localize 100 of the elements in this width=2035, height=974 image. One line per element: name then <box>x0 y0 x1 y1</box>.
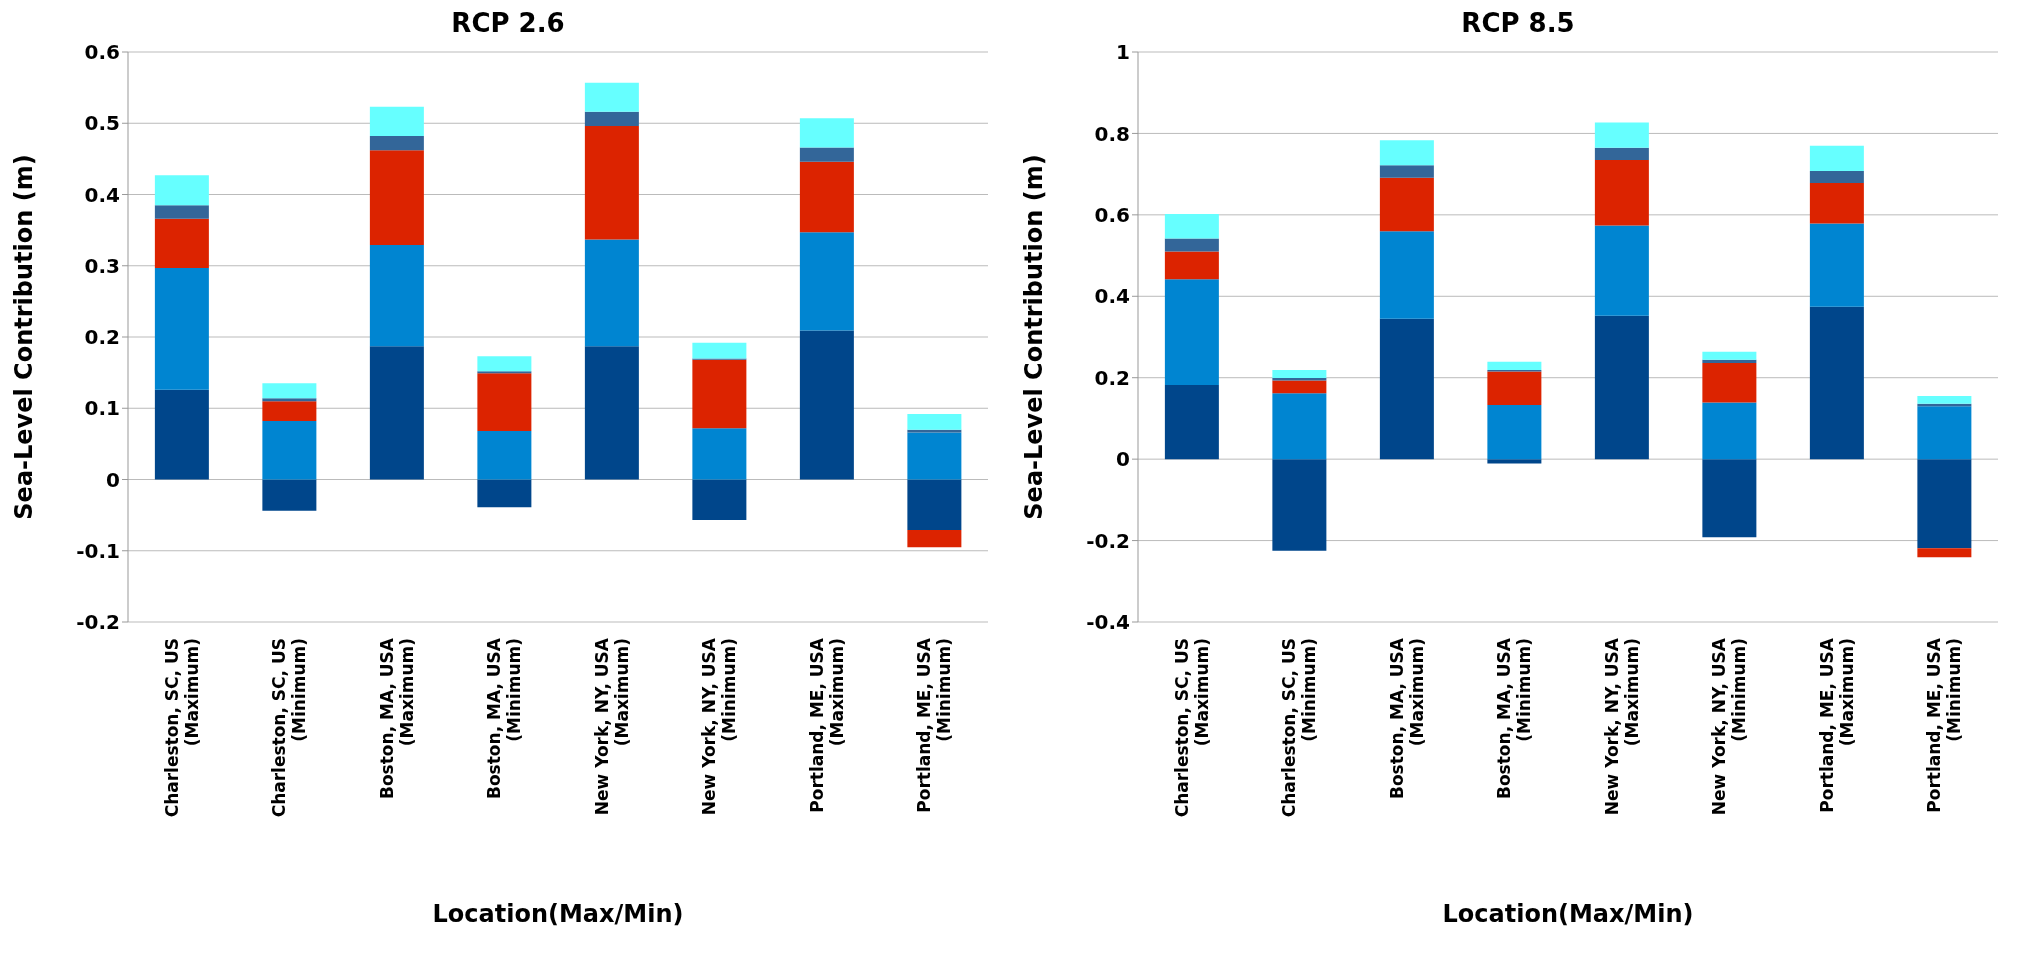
x-axis-title: Location(Max/Min) <box>432 900 684 928</box>
chart-title: RCP 2.6 <box>450 8 566 40</box>
bar <box>262 401 317 422</box>
bar <box>154 267 209 390</box>
bar <box>692 342 747 359</box>
bar <box>1164 279 1219 386</box>
bar <box>584 346 639 480</box>
y-tick-label: 0.8 <box>1094 121 1130 146</box>
bar <box>1702 402 1757 460</box>
x-tick-label: Portland, ME, USA (Minimum) <box>914 637 955 813</box>
bar <box>154 205 209 219</box>
x-tick-label: Portland, ME, USA (Maximum) <box>806 637 847 813</box>
bar <box>907 530 962 548</box>
bar <box>1379 140 1434 166</box>
y-tick-label: 0.6 <box>84 40 120 65</box>
bar <box>799 330 854 480</box>
y-axis-title: Sea-Level Contribution (m) <box>1019 154 1048 520</box>
bar <box>1594 159 1649 226</box>
x-tick-label: New York, NY, USA (Maximum) <box>1601 637 1642 816</box>
y-tick-label: -0.4 <box>1086 610 1130 635</box>
bar <box>1809 183 1864 224</box>
bar <box>1487 361 1542 370</box>
bar <box>262 421 317 480</box>
bar <box>1164 214 1219 239</box>
x-tick-label: Boston, MA, USA (Minimum) <box>484 637 525 800</box>
bar <box>1917 396 1972 404</box>
x-tick-label: Charleston, SC, US (Maximum) <box>161 638 202 818</box>
bar <box>154 389 209 480</box>
bar <box>1272 380 1327 394</box>
bar <box>477 373 532 432</box>
bar <box>369 106 424 137</box>
bar <box>1594 122 1649 148</box>
bar <box>1379 231 1434 319</box>
bar <box>584 111 639 127</box>
bar <box>1702 363 1757 403</box>
chart-title: RCP 8.5 <box>1460 8 1576 40</box>
y-axis-title: Sea-Level Contribution (m) <box>9 154 38 520</box>
y-tick-label: 0.1 <box>84 396 120 421</box>
bar <box>1809 145 1864 171</box>
bar <box>1379 318 1434 460</box>
bar <box>1487 459 1542 464</box>
y-tick-label: -0.1 <box>76 538 120 563</box>
bar <box>1379 165 1434 178</box>
bar <box>799 232 854 331</box>
bar <box>584 82 639 112</box>
y-tick-label: 0.3 <box>84 253 120 278</box>
y-tick-label: -0.2 <box>76 610 120 635</box>
bar <box>1702 359 1757 364</box>
bar <box>1164 238 1219 252</box>
bar <box>584 239 639 347</box>
bar <box>1702 459 1757 538</box>
bar <box>154 175 209 206</box>
bar <box>477 371 532 374</box>
bar <box>907 413 962 430</box>
bar <box>369 150 424 246</box>
y-tick-label: 0 <box>1116 447 1130 472</box>
bar <box>1917 459 1972 549</box>
y-tick-label: 0.2 <box>1094 365 1130 390</box>
bar <box>584 126 639 240</box>
bar <box>477 479 532 508</box>
bar <box>1917 548 1972 558</box>
bar <box>1809 223 1864 307</box>
bar <box>1164 385 1219 460</box>
bar <box>369 245 424 347</box>
bar <box>1272 378 1327 381</box>
x-axis-title: Location(Max/Min) <box>1442 900 1694 928</box>
bar <box>692 479 747 521</box>
bar <box>262 383 317 399</box>
bar <box>1272 393 1327 460</box>
bar <box>1917 406 1972 460</box>
bar <box>907 432 962 480</box>
x-tick-label: New York, NY, USA (Minimum) <box>1709 637 1750 816</box>
bar <box>477 356 532 372</box>
bar <box>477 431 532 480</box>
bar <box>154 218 209 268</box>
y-tick-label: 0.5 <box>84 111 120 136</box>
x-tick-label: Portland, ME, USA (Minimum) <box>1924 637 1965 813</box>
bar <box>1164 251 1219 280</box>
y-tick-label: 1 <box>1116 40 1130 65</box>
bar <box>262 398 317 402</box>
y-tick-label: 0.6 <box>1094 202 1130 227</box>
bar <box>1272 459 1327 551</box>
y-tick-label: -0.2 <box>1086 528 1130 553</box>
bar <box>799 147 854 162</box>
bar <box>692 359 747 429</box>
bar <box>1702 351 1757 360</box>
bar <box>1809 170 1864 184</box>
x-tick-label: Charleston, SC, US (Maximum) <box>1171 638 1212 818</box>
bar <box>369 346 424 480</box>
y-tick-label: 0.4 <box>84 182 120 207</box>
bar <box>799 161 854 233</box>
bar <box>907 479 962 531</box>
y-tick-label: 0.2 <box>84 325 120 350</box>
bar <box>1594 147 1649 160</box>
x-tick-label: New York, NY, USA (Maximum) <box>591 637 632 816</box>
bar <box>1379 177 1434 232</box>
y-tick-label: 0.4 <box>1094 284 1130 309</box>
bar <box>692 428 747 480</box>
bar <box>1487 371 1542 405</box>
bar <box>799 118 854 148</box>
